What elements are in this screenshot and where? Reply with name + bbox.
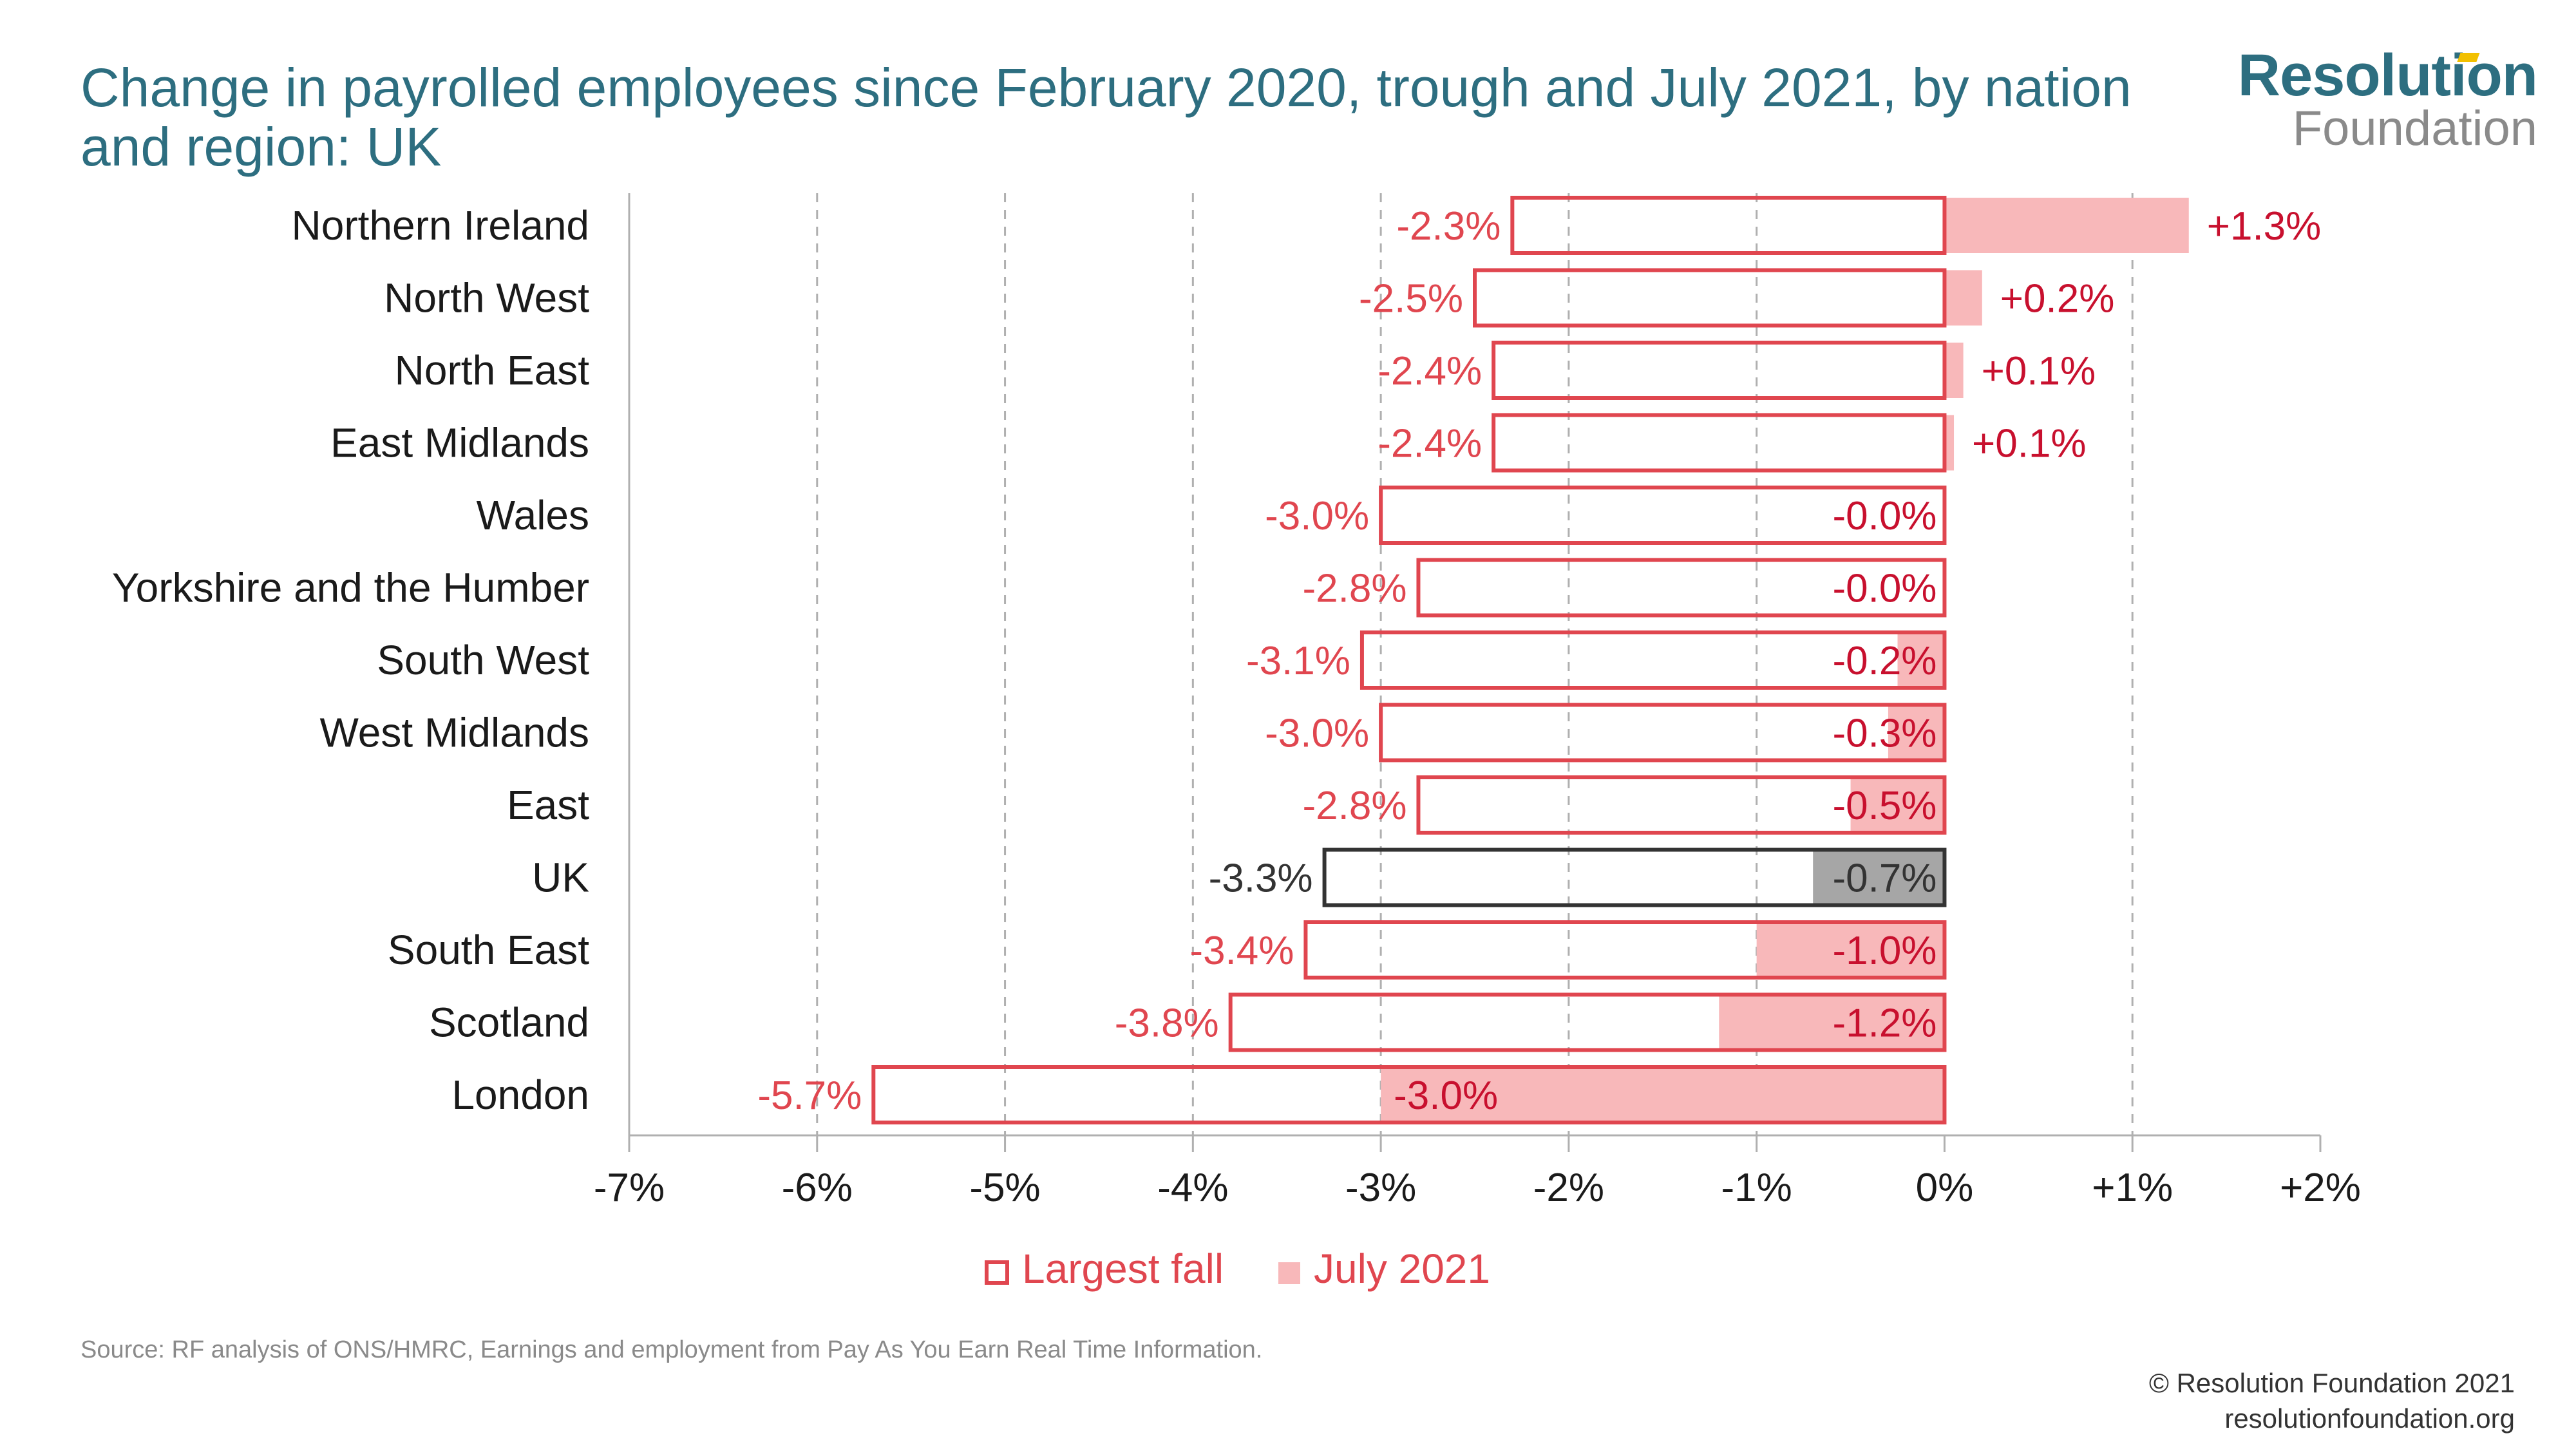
x-tick-label: -4% — [1157, 1166, 1228, 1210]
x-tick-label: -2% — [1533, 1166, 1604, 1210]
bar-july-2021 — [1719, 994, 1945, 1050]
data-label-july-2021: -1.2% — [1832, 1001, 1937, 1046]
data-label-largest-fall: -3.1% — [1246, 639, 1350, 683]
data-label-largest-fall: -2.4% — [1378, 349, 1482, 393]
data-label-largest-fall: -3.8% — [1115, 1001, 1219, 1046]
bar-largest-fall — [1228, 992, 1947, 1052]
bar-largest-fall — [1379, 703, 1947, 762]
legend-label-july-2021: July 2021 — [1314, 1245, 1490, 1292]
copyright-block: © Resolution Foundation 2021 resolutionf… — [2149, 1365, 2515, 1436]
bar-july-2021 — [1944, 415, 1955, 471]
bar-july-2021 — [1944, 270, 1982, 326]
data-label-largest-fall: -3.0% — [1265, 494, 1369, 538]
bar-largest-fall — [1492, 413, 1947, 473]
bar-largest-fall — [1473, 268, 1947, 328]
data-labels: -2.3% +1.3% -2.5% +0.2% -2.4% +0.1% -2.4% +0.1%… — [757, 204, 2321, 1118]
chart-title: Change in payrolled employees since Febr… — [80, 57, 2132, 177]
bar-largest-fall — [1303, 920, 1947, 980]
data-label-july-2021: -0.5% — [1832, 784, 1937, 828]
bars — [871, 196, 2189, 1124]
bar-largest-fall — [1492, 341, 1947, 400]
data-label-largest-fall: -3.3% — [1209, 857, 1313, 901]
bar-july-2021 — [1381, 1067, 1945, 1122]
source-note: Source: RF analysis of ONS/HMRC, Earning… — [80, 1336, 1263, 1363]
bar-largest-fall — [1359, 630, 1947, 690]
category-label: East — [507, 782, 589, 828]
category-labels: Northern Ireland North West North East East… — [112, 202, 589, 1118]
data-label-largest-fall: -5.7% — [757, 1074, 862, 1118]
x-tick-label: +2% — [2280, 1166, 2361, 1210]
category-label: Scotland — [429, 999, 589, 1046]
category-label: North East — [395, 347, 590, 393]
data-label-largest-fall: -2.4% — [1378, 422, 1482, 466]
x-tick-label: -3% — [1345, 1166, 1416, 1210]
data-label-july-2021: +0.1% — [1982, 349, 2096, 393]
category-label: East Midlands — [330, 420, 589, 466]
data-label-largest-fall: -2.8% — [1302, 567, 1406, 611]
data-label-largest-fall: -2.8% — [1302, 784, 1406, 828]
bar-july-2021 — [1756, 922, 1945, 978]
legend-swatch-largest-fall — [985, 1260, 1009, 1285]
bar-largest-fall — [1379, 486, 1947, 545]
category-label: Yorkshire and the Humber — [112, 565, 589, 611]
legend-swatch-july-2021 — [1278, 1262, 1300, 1284]
bar-july-2021 — [1944, 343, 1964, 398]
bar-largest-fall — [1416, 775, 1947, 835]
x-tick-label: -1% — [1721, 1166, 1792, 1210]
category-label: West Midlands — [319, 710, 589, 756]
bar-largest-fall — [1322, 848, 1947, 907]
data-label-largest-fall: -2.3% — [1396, 204, 1501, 249]
data-label-largest-fall: -2.5% — [1359, 277, 1463, 321]
category-label: South West — [377, 637, 589, 683]
data-label-july-2021: +0.1% — [1972, 422, 2087, 466]
x-tick-label: 0% — [1916, 1166, 1974, 1210]
website-line: resolutionfoundation.org — [2224, 1403, 2515, 1434]
category-label: Northern Ireland — [292, 202, 589, 249]
data-label-largest-fall: -3.4% — [1189, 929, 1294, 973]
x-tick-label: -6% — [782, 1166, 853, 1210]
category-label: South East — [388, 927, 589, 973]
data-label-july-2021: +1.3% — [2207, 204, 2322, 249]
x-tick-label: -5% — [969, 1166, 1040, 1210]
data-label-july-2021: -3.0% — [1394, 1074, 1498, 1118]
logo-text-foundation: Foundation — [2292, 101, 2537, 156]
category-label: North West — [384, 275, 589, 321]
data-label-july-2021: -0.0% — [1832, 567, 1937, 611]
bar-largest-fall — [1416, 558, 1947, 618]
data-label-july-2021: -0.0% — [1832, 494, 1937, 538]
x-axis: -7% -6% -5% -4% -3% -2% -1% 0% +1% +2% — [594, 193, 2361, 1210]
data-label-july-2021: -0.3% — [1832, 712, 1937, 756]
bar-july-2021 — [1888, 705, 1945, 761]
bar-july-2021 — [1944, 198, 2189, 253]
category-label: Wales — [477, 492, 589, 538]
data-label-july-2021: -0.7% — [1832, 857, 1937, 901]
legend: Largest fall July 2021 — [985, 1245, 1490, 1292]
data-label-july-2021: +0.2% — [2000, 277, 2115, 321]
resolution-foundation-logo: Resolution Foundation — [2237, 43, 2538, 156]
bar-july-2021 — [1813, 849, 1945, 905]
data-label-july-2021: -0.2% — [1832, 639, 1937, 683]
logo-text-resolution: Resolution — [2237, 43, 2538, 108]
category-label: UK — [532, 855, 589, 901]
grid-lines — [816, 193, 2134, 1135]
x-tick-label: +1% — [2092, 1166, 2173, 1210]
bar-july-2021 — [1850, 777, 1945, 833]
data-label-largest-fall: -3.0% — [1265, 712, 1369, 756]
x-tick-label: -7% — [594, 1166, 665, 1210]
bar-largest-fall — [871, 1065, 1947, 1124]
category-label: London — [451, 1072, 589, 1118]
bar-july-2021 — [1897, 632, 1945, 688]
data-label-july-2021: -1.0% — [1832, 929, 1937, 973]
legend-label-largest-fall: Largest fall — [1022, 1245, 1224, 1292]
copyright-line: © Resolution Foundation 2021 — [2148, 1368, 2515, 1398]
bar-largest-fall — [1510, 196, 1947, 255]
